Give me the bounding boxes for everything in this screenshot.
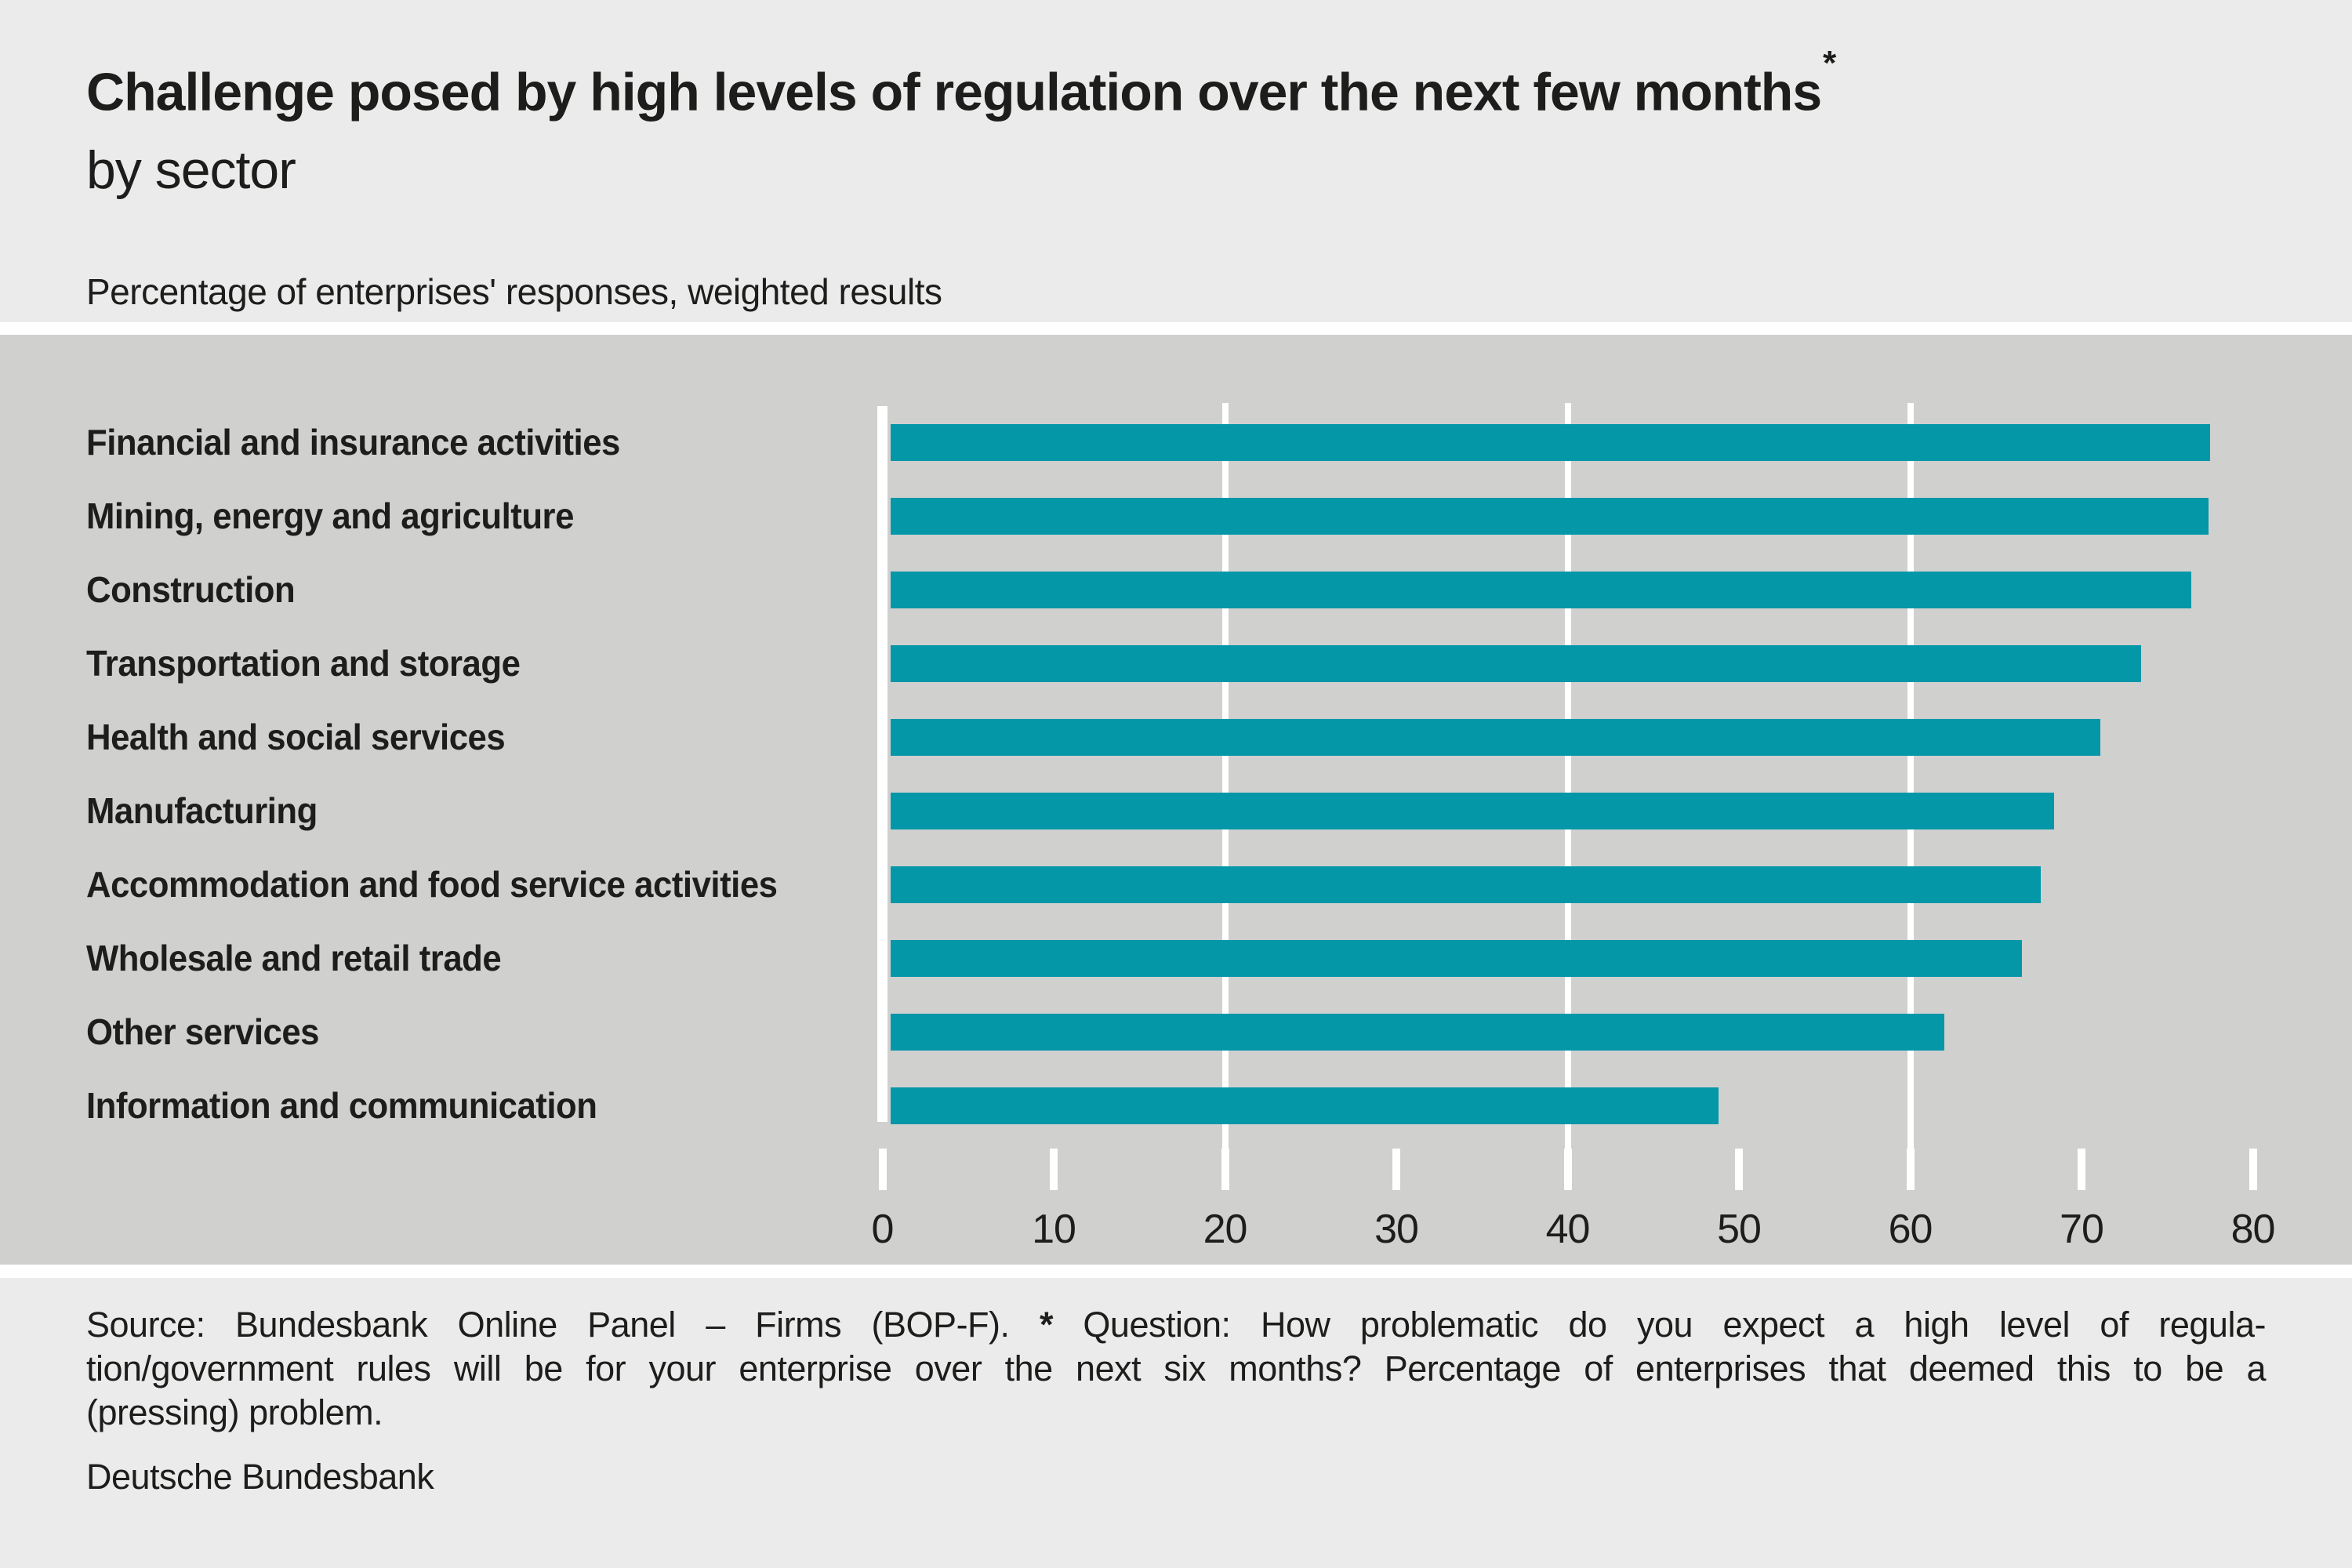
- x-axis-tick-label-20: 20: [1203, 1207, 1248, 1252]
- x-axis-tick-label-10: 10: [1032, 1207, 1076, 1252]
- publisher: Deutsche Bundesbank: [86, 1457, 434, 1497]
- x-axis-tick-label-0: 0: [871, 1207, 895, 1252]
- x-axis-tick-30: [1392, 1149, 1400, 1190]
- x-axis-tick-10: [1050, 1149, 1058, 1190]
- bar: [891, 645, 2142, 682]
- x-axis-tick-label-50: 50: [1717, 1207, 1762, 1252]
- x-axis-tick-80: [2249, 1149, 2257, 1190]
- category-label: Financial and insurance activities: [86, 422, 620, 463]
- category-label: Accommodation and food service activitie…: [86, 864, 778, 905]
- page-title-text: Challenge posed by high levels of regula…: [86, 62, 1822, 122]
- bar: [891, 793, 2055, 829]
- source-note-post: Question: How problematic do you expect …: [1083, 1305, 2266, 1345]
- footnote-asterisk: *: [1039, 1305, 1054, 1345]
- x-axis-tick-label-80: 80: [2230, 1207, 2276, 1252]
- bar: [891, 866, 2041, 903]
- source-note-pre: Source: Bundesbank Online Panel – Firms …: [86, 1305, 1010, 1345]
- plot-area: 0 10 20 30 40 50 60 70 80 Financial and insuranc…: [0, 335, 2352, 1265]
- footer: Source: Bundesbank Online Panel – Firms …: [86, 1303, 2267, 1499]
- x-axis-tick-label-30: 30: [1374, 1207, 1419, 1252]
- category-label: Construction: [86, 569, 296, 610]
- bar: [891, 498, 2209, 535]
- category-label: Information and communication: [86, 1085, 597, 1126]
- x-axis-tick-40: [1563, 1149, 1572, 1190]
- bar: [891, 1014, 1945, 1051]
- source-note-line1: Source: Bundesbank Online Panel – Firms …: [86, 1303, 2266, 1347]
- x-axis-tick-0: [878, 1149, 887, 1190]
- category-label: Other services: [86, 1011, 320, 1052]
- category-label: Mining, energy and agriculture: [86, 495, 574, 536]
- x-axis-tick-label-70: 70: [2060, 1207, 2104, 1252]
- x-axis-tick-60: [1906, 1149, 1915, 1190]
- category-label: Transportation and storage: [86, 643, 521, 684]
- x-axis-tick-70: [2078, 1149, 2085, 1190]
- bar: [891, 719, 2101, 756]
- unit-note: Percentage of enterprises' responses, we…: [86, 271, 942, 312]
- x-axis-tick-label-60: 60: [1888, 1207, 1933, 1252]
- x-axis-tick-label-40: 40: [1545, 1207, 1591, 1252]
- page-subtitle: by sector: [86, 140, 296, 200]
- category-label: Health and social services: [86, 717, 506, 757]
- separator-bottom: [0, 1265, 2352, 1278]
- page-title: Challenge posed by high levels of regula…: [86, 44, 1836, 123]
- y-axis-baseline: [877, 406, 887, 1122]
- bar: [891, 572, 2191, 608]
- bar: [891, 424, 2210, 461]
- category-label: Manufacturing: [86, 790, 318, 831]
- bar: [891, 940, 2022, 977]
- source-note-line2: tion/government rules will be for your e…: [86, 1348, 2267, 1388]
- x-axis-tick-50: [1735, 1149, 1743, 1190]
- category-label: Wholesale and retail trade: [86, 938, 502, 978]
- x-axis-tick-20: [1221, 1149, 1229, 1190]
- separator-top: [0, 322, 2352, 335]
- bar: [891, 1087, 1719, 1124]
- title-footnote-asterisk: *: [1823, 44, 1836, 82]
- source-note-line3: (pressing) problem.: [86, 1392, 383, 1432]
